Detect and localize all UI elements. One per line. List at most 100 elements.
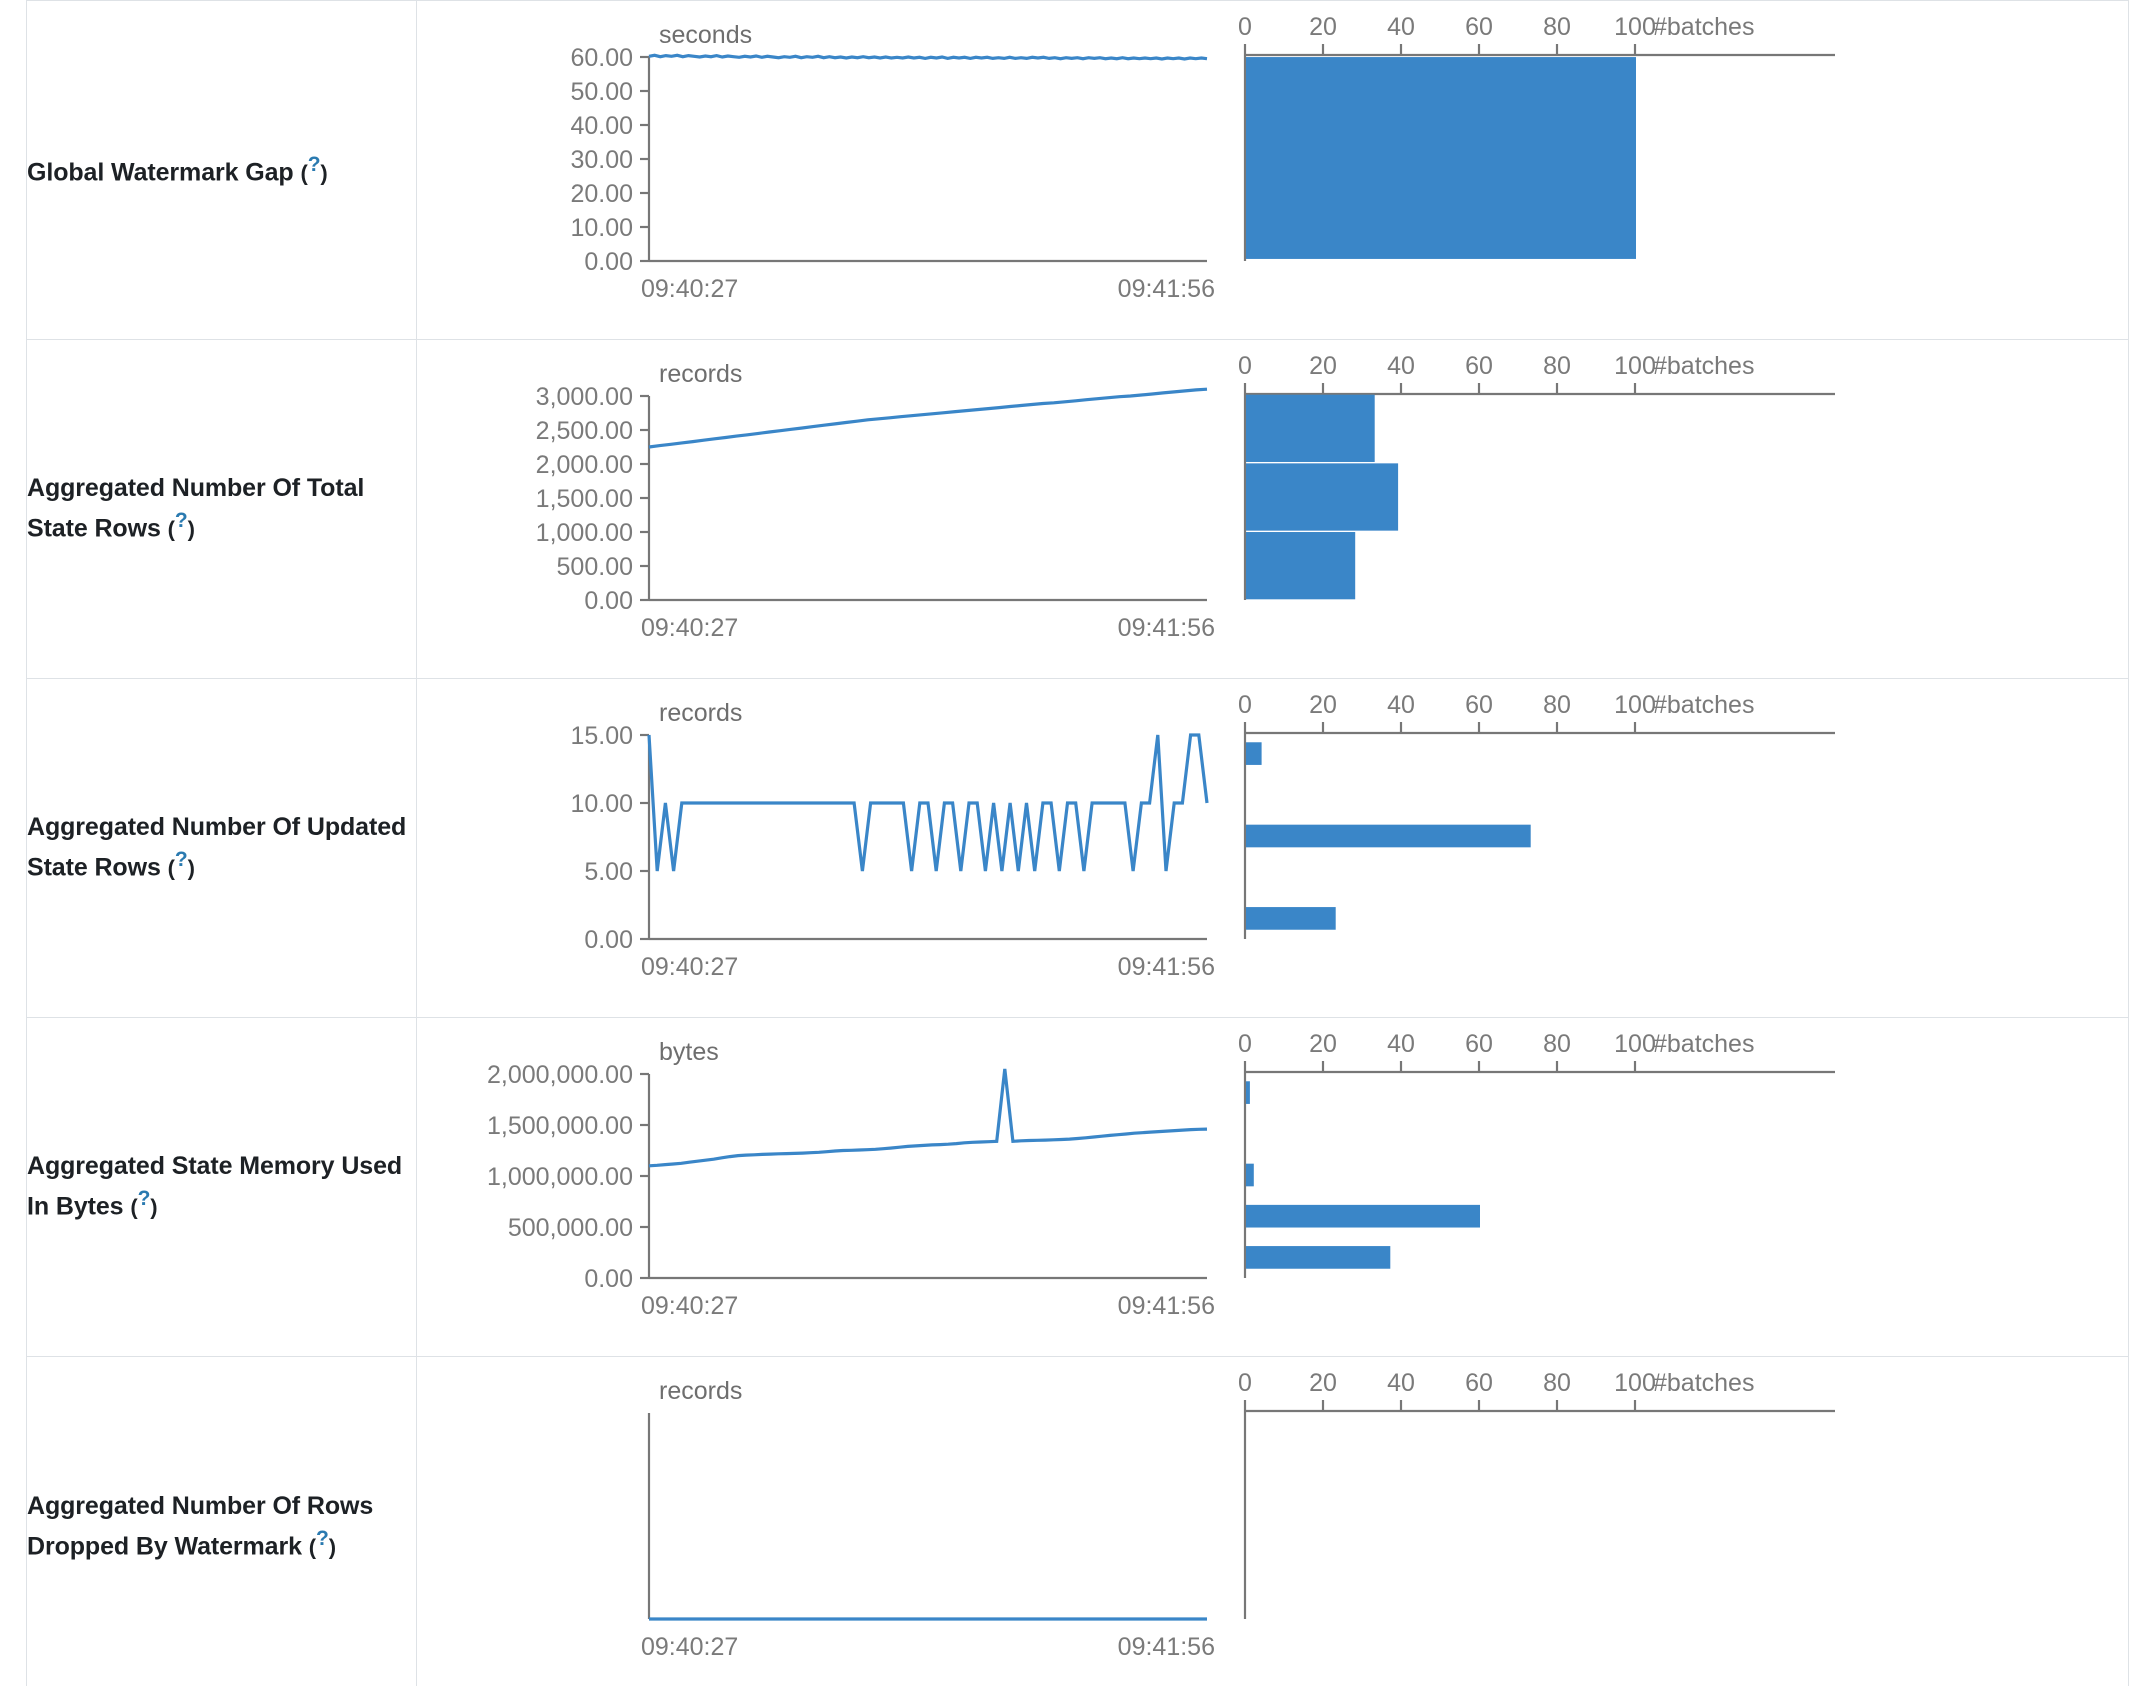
unit-label: records: [659, 1377, 742, 1405]
hist-tick-label: 100: [1614, 1369, 1656, 1397]
y-tick-label: 2,000,000.00: [487, 1061, 633, 1089]
metric-title-text: Aggregated State Memory Used In Bytes: [27, 1151, 403, 1221]
y-tick-label: 10.00: [570, 790, 633, 818]
series-line: [648, 53, 1208, 61]
metric-row: Global Watermark Gap (?) seconds 0.00 10.00…: [26, 0, 2129, 340]
metric-chart-cell: records 0.00 5.00 10.00 15.00 09:40:27 09:41:5…: [416, 678, 2129, 1018]
hist-tick-label: 60: [1465, 352, 1493, 380]
hist-tick-label: 20: [1309, 1030, 1337, 1058]
x-start-time: 09:40:27: [641, 275, 738, 303]
hist-tick-label: 60: [1465, 1369, 1493, 1397]
series-line: [647, 733, 1209, 872]
hist-tick-label: 0: [1238, 352, 1252, 380]
histogram-bar: [1246, 907, 1336, 930]
hist-tick-label: 20: [1309, 691, 1337, 719]
metric-title: Aggregated State Memory Used In Bytes (?…: [27, 1149, 416, 1225]
metric-title-text: Aggregated Number Of Total State Rows: [27, 473, 365, 543]
x-end-time: 09:41:56: [1118, 614, 1215, 642]
y-tick-label: 1,000.00: [536, 519, 633, 547]
histogram-bar: [1246, 394, 1375, 462]
x-end-time: 09:41:56: [1118, 953, 1215, 981]
help-icon[interactable]: ?: [137, 1187, 151, 1211]
histogram-bar: [1246, 463, 1399, 531]
x-start-time: 09:40:27: [641, 953, 738, 981]
metric-chart-svg: records 0.00 500.00 1,000.00 1,500.00 2,000.0…: [536, 352, 1835, 642]
histogram-bar: [1246, 742, 1262, 765]
hist-tick-label: 40: [1387, 352, 1415, 380]
metric-chart-cell: seconds 0.00 10.00 20.00 30.00 40.00 50.00 60.0…: [416, 0, 2129, 340]
help-close-paren: ): [320, 159, 328, 185]
hist-axis-unit-label: #batches: [1653, 13, 1754, 41]
hist-tick-label: 60: [1465, 1030, 1493, 1058]
help-close-paren: ): [187, 516, 195, 542]
help-icon[interactable]: ?: [316, 1527, 329, 1551]
y-tick-label: 500,000.00: [508, 1214, 633, 1242]
hist-axis-unit-label: #batches: [1653, 1030, 1754, 1058]
hist-tick-label: 0: [1238, 691, 1252, 719]
help-close-paren: ): [150, 1194, 158, 1220]
x-end-time: 09:41:56: [1118, 1292, 1215, 1320]
hist-tick-label: 100: [1614, 691, 1656, 719]
hist-tick-label: 40: [1387, 1030, 1415, 1058]
hist-tick-label: 80: [1543, 1030, 1571, 1058]
histogram-bar: [1246, 532, 1356, 600]
metric-row: Aggregated Number Of Updated State Rows …: [26, 678, 2129, 1018]
hist-tick-label: 100: [1614, 352, 1656, 380]
hist-tick-label: 80: [1543, 13, 1571, 41]
metric-chart-svg: seconds 0.00 10.00 20.00 30.00 40.00 50.00 60.0…: [570, 13, 1835, 303]
metric-title: Aggregated Number Of Rows Dropped By Wat…: [27, 1489, 416, 1565]
hist-tick-label: 100: [1614, 1030, 1656, 1058]
metric-title-text: Aggregated Number Of Rows Dropped By Wat…: [27, 1491, 374, 1561]
hist-tick-label: 60: [1465, 691, 1493, 719]
help-open-paren: (: [167, 855, 175, 881]
x-start-time: 09:40:27: [641, 614, 738, 642]
help-open-paren: (: [130, 1194, 138, 1220]
metric-chart-cell: records 09:40:27 09:41:56 0 20 40 60 80 100 #batc…: [416, 1356, 2129, 1686]
help-close-paren: ): [187, 855, 195, 881]
y-tick-label: 20.00: [570, 180, 633, 208]
hist-axis-unit-label: #batches: [1653, 691, 1754, 719]
hist-tick-label: 0: [1238, 13, 1252, 41]
y-tick-label: 0.00: [584, 926, 633, 954]
y-tick-label: 0.00: [584, 248, 633, 276]
y-tick-label: 1,500,000.00: [487, 1112, 633, 1140]
y-tick-label: 2,500.00: [536, 417, 633, 445]
help-open-paren: (: [308, 1534, 317, 1560]
metric-chart-svg: records 0.00 5.00 10.00 15.00 09:40:27 09:41:5…: [570, 691, 1835, 981]
metric-chart-cell: records 0.00 500.00 1,000.00 1,500.00 2,000.0…: [416, 339, 2129, 679]
hist-axis-unit-label: #batches: [1653, 1369, 1754, 1397]
hist-tick-label: 80: [1543, 352, 1571, 380]
help-open-paren: (: [167, 516, 175, 542]
series-line: [648, 1068, 1208, 1168]
series-line: [648, 387, 1208, 449]
help-icon[interactable]: ?: [307, 152, 321, 176]
histogram-bar: [1246, 57, 1636, 259]
metric-chart-svg: records 09:40:27 09:41:56 0 20 40 60 80 100#batc…: [641, 1369, 1835, 1661]
metrics-table: Global Watermark Gap (?) seconds 0.00 10.00…: [26, 0, 2129, 1686]
help-icon[interactable]: ?: [174, 848, 188, 872]
histogram-bar: [1246, 824, 1531, 848]
hist-tick-label: 100: [1614, 13, 1656, 41]
unit-label: bytes: [659, 1038, 719, 1066]
histogram-bar: [1246, 1163, 1254, 1187]
y-tick-label: 60.00: [570, 44, 633, 72]
y-tick-label: 500.00: [557, 553, 633, 581]
hist-tick-label: 0: [1238, 1030, 1252, 1058]
metric-label-cell: Aggregated Number Of Updated State Rows …: [26, 678, 417, 1018]
metric-label-cell: Aggregated Number Of Total State Rows (?…: [26, 339, 417, 679]
y-tick-label: 10.00: [570, 214, 633, 242]
hist-tick-label: 20: [1309, 352, 1337, 380]
y-tick-label: 40.00: [570, 112, 633, 140]
metric-label-cell: Aggregated State Memory Used In Bytes (?…: [26, 1017, 417, 1357]
y-tick-label: 50.00: [570, 78, 633, 106]
metric-chart-cell: bytes 0.00 500,000.00 1,000,000.00 1,500,000…: [416, 1017, 2129, 1357]
hist-tick-label: 60: [1465, 13, 1493, 41]
y-tick-label: 0.00: [584, 1265, 633, 1293]
hist-tick-label: 80: [1543, 691, 1571, 719]
hist-tick-label: 40: [1387, 13, 1415, 41]
hist-tick-label: 80: [1543, 1369, 1571, 1397]
metric-title: Aggregated Number Of Total State Rows (?…: [27, 471, 416, 547]
metric-title: Global Watermark Gap (?): [27, 150, 416, 191]
help-icon[interactable]: ?: [174, 509, 188, 533]
